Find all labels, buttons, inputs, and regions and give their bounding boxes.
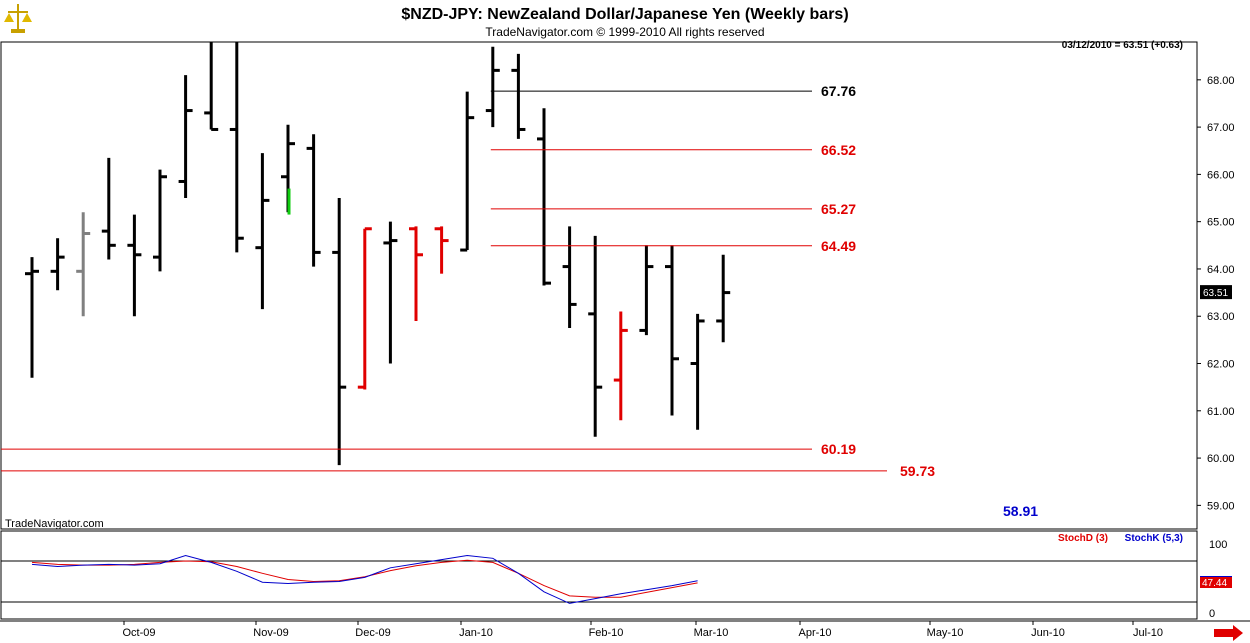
time-tick-label: Feb-10 [589,627,624,639]
last-quote: 03/12/2010 = 63.51 (+0.63) [1062,40,1183,51]
watermark: TradeNavigator.com [5,518,104,530]
legend-stochk: StochK (5,3) [1125,533,1183,544]
ohlc-bar [613,311,628,421]
ohlc-bar [511,53,526,139]
level-label: 66.52 [821,142,856,158]
stoch-line [31,559,698,598]
ohlc-bar [639,245,654,336]
price-bars [25,42,731,466]
time-tick-label: Apr-10 [798,627,831,639]
time-tick-label: Oct-09 [122,627,155,639]
level-label: 64.49 [821,238,856,254]
stoch-last-box-red [1200,577,1232,588]
price-grid [0,41,1250,622]
price-tick-label: 67.00 [1207,122,1235,134]
balance-scale-icon [4,4,32,33]
stoch-last-label: 47.44 [1202,578,1227,589]
time-tick-label: May-10 [927,627,964,639]
ohlc-bar [50,238,65,291]
ohlc-bar [485,46,500,128]
stoch-panel-frame [0,530,1198,620]
price-tick-label: 59.00 [1207,500,1235,512]
stochastic-panel: 100 0 StochD (3) StochK (5,3) 47.44 [1,533,1232,620]
level-label: 60.19 [821,441,856,457]
price-tick-label: 62.00 [1207,359,1235,371]
price-tick-label: 63.00 [1207,311,1235,323]
time-tick-label: Dec-09 [355,627,390,639]
ohlc-bar [716,254,731,343]
ohlc-bar [665,245,679,416]
target-label: 58.91 [1003,503,1038,519]
chart-title: $NZD-JPY: NewZealand Dollar/Japanese Yen… [401,6,848,23]
ohlc-bar [306,134,321,267]
ohlc-bar [690,313,705,430]
price-tick-label: 60.00 [1207,453,1235,465]
level-label: 65.27 [821,201,856,217]
time-tick-label: Jun-10 [1031,627,1065,639]
price-tick-label: 66.00 [1207,169,1235,181]
ohlc-bar [101,157,116,260]
price-tick-label: 68.00 [1207,75,1235,87]
ohlc-bar [562,226,577,329]
ohlc-bar [588,235,603,437]
time-tick-label: Nov-09 [253,627,288,639]
time-tick-label: Jan-10 [459,627,493,639]
current-price-box [1200,285,1232,300]
current-price-label: 63.51 [1203,288,1228,299]
stoch-line [31,554,698,604]
copyright: TradeNavigator.com © 1999-2010 All right… [485,25,764,39]
ohlc-bar [537,108,551,286]
stoch-tick-label: 0 [1209,608,1215,620]
ohlc-bar [127,214,142,317]
ohlc-bar [153,169,167,272]
ohlc-bar [434,226,449,274]
level-label: 59.73 [900,463,935,479]
scroll-right-arrow-icon[interactable] [1214,625,1243,641]
ohlc-bar [25,257,39,378]
price-panel-frame [0,41,1198,530]
ohlc-bar [383,221,398,364]
ohlc-bar [255,153,270,310]
price-axis: 59.00 60.00 61.00 62.00 63.00 64.00 65.00 66.00… [1197,75,1235,512]
level-lines: 67.76 66.52 65.27 64.49 60.19 59.73 58.91 [1,83,1038,519]
price-tick-label: 61.00 [1207,406,1235,418]
stoch-tick-label: 100 [1209,539,1227,551]
time-axis: Oct-09 Nov-09 Dec-09 Jan-10 Feb-10 Mar-10 Apr-… [122,621,1163,639]
ohlc-bar [204,42,219,131]
time-tick-label: Mar-10 [694,627,729,639]
ohlc-bar [357,227,372,390]
ohlc-bar [409,226,423,321]
time-tick-label: Jul-10 [1133,627,1163,639]
level-label: 67.76 [821,83,856,99]
price-tick-label: 64.00 [1207,264,1235,276]
ohlc-bar [460,91,475,252]
price-tick-label: 65.00 [1207,217,1235,229]
ohlc-bar [332,198,347,466]
ohlc-bar [229,42,244,253]
ohlc-bar [76,212,91,317]
legend-stochd: StochD (3) [1058,533,1108,544]
ohlc-bar [178,75,193,199]
